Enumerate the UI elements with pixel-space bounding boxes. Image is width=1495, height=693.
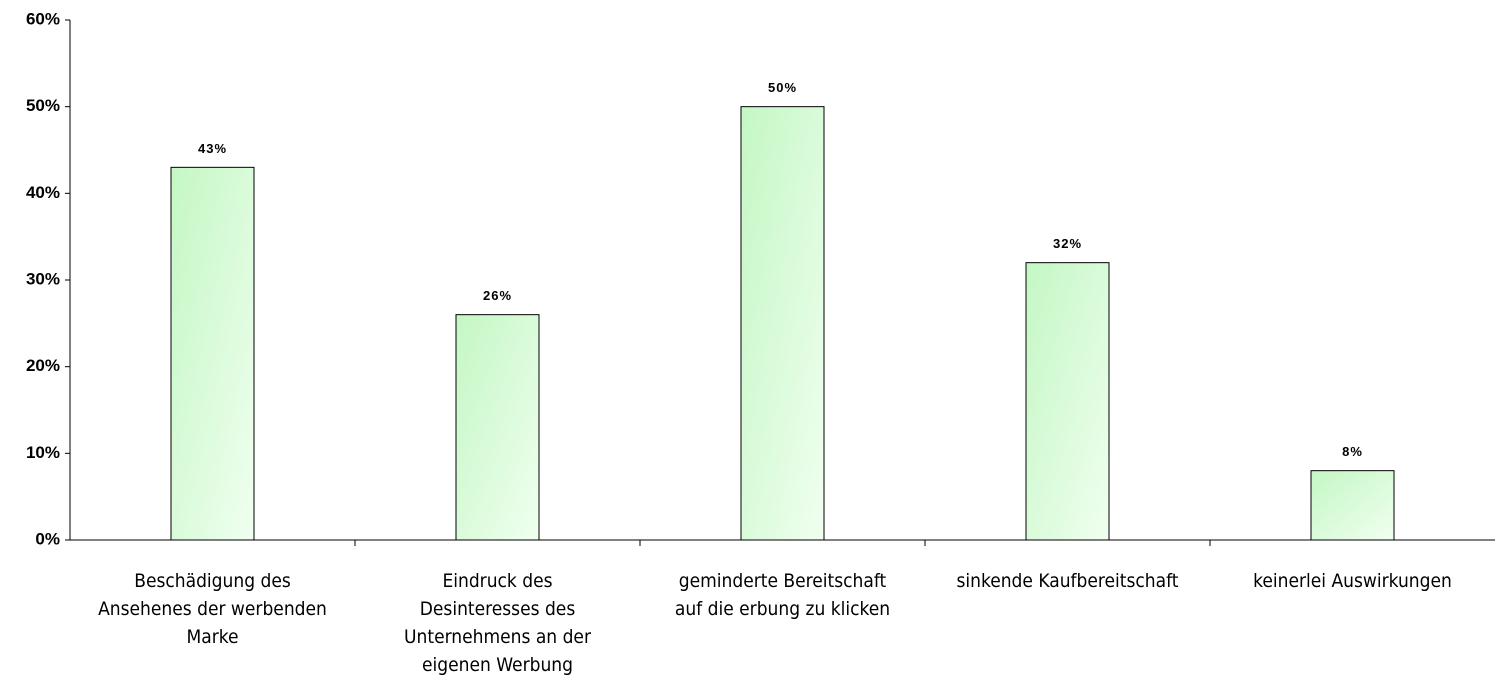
bar (170, 166, 255, 541)
value-label: 43% (198, 141, 227, 156)
x-tick-label: Eindruck des Desinteresses des Unternehmen… (404, 570, 592, 676)
value-label: 8% (1342, 444, 1363, 459)
x-tick-label: Beschädigung des Ansehenes der werbenden M… (98, 570, 327, 648)
value-label: 32% (1053, 236, 1082, 251)
x-tick-label: sinkende Kaufbereitschaft (956, 570, 1178, 592)
value-label: 26% (483, 288, 512, 303)
x-tick-label: keinerlei Auswirkungen (1253, 570, 1452, 592)
y-tick-label: 50% (26, 96, 60, 115)
y-tick-label: 60% (26, 9, 60, 28)
value-label: 50% (768, 80, 797, 95)
x-tick-label: geminderte Bereitschaft auf die erbung zu… (675, 570, 890, 620)
y-tick-label: 20% (26, 356, 60, 375)
y-tick-label: 40% (26, 183, 60, 202)
bar (1025, 262, 1110, 541)
y-tick-label: 10% (26, 443, 60, 462)
bar (455, 314, 540, 541)
bar (740, 106, 825, 541)
y-tick-label: 0% (35, 529, 60, 548)
bar (1310, 470, 1395, 541)
y-tick-label: 30% (26, 269, 60, 288)
